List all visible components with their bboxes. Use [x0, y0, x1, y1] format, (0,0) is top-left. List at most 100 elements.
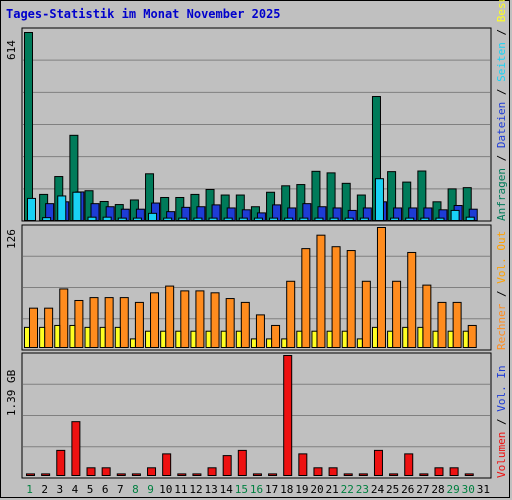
bar-seiten	[193, 217, 203, 222]
bar-volumen	[101, 467, 111, 476]
x-tick-label: 5	[87, 483, 94, 496]
bar-rechner	[255, 314, 265, 348]
bar-volumen	[449, 467, 459, 476]
bar-seiten	[253, 217, 263, 222]
bar-rechner	[150, 292, 160, 348]
x-tick-label: 29	[447, 483, 460, 496]
x-tick-label: 28	[431, 483, 444, 496]
bar-rechner	[89, 297, 99, 349]
legend-entry: Vol. In	[495, 365, 508, 411]
right-legend-top: Anfragen / Dateien / Seiten / Besuche	[495, 0, 508, 221]
x-tick-label: 4	[72, 483, 79, 496]
bar-rechner	[240, 301, 250, 348]
bar-volumen	[222, 455, 232, 476]
bar-besuche	[24, 326, 30, 348]
x-tick-label: 25	[386, 483, 399, 496]
legend-entry: Volumen	[495, 432, 508, 478]
x-tick-label: 16	[250, 483, 263, 496]
bar-besuche	[54, 324, 61, 349]
x-tick-label: 8	[132, 483, 139, 496]
bar-rechner	[180, 290, 190, 348]
x-tick-label: 27	[416, 483, 429, 496]
bar-rechner	[59, 288, 69, 349]
bar-besuche	[190, 330, 197, 349]
x-tick-label: 31	[477, 483, 490, 496]
bar-rechner	[452, 301, 462, 348]
bar-volumen	[268, 473, 278, 476]
bar-seiten	[344, 217, 354, 222]
bar-seiten	[314, 217, 324, 222]
bar-besuche	[447, 330, 454, 349]
x-tick-label: 15	[235, 483, 248, 496]
x-tick-label: 21	[326, 483, 339, 496]
bar-volumen	[404, 453, 414, 477]
bar-volumen	[464, 473, 474, 476]
bar-seiten	[390, 217, 400, 222]
bar-volumen	[192, 473, 202, 476]
bar-volumen	[358, 473, 368, 476]
bar-besuche	[387, 330, 394, 349]
bar-rechner	[29, 307, 38, 348]
x-tick-label: 7	[117, 483, 124, 496]
bar-besuche	[326, 330, 333, 349]
bar-besuche	[250, 338, 257, 348]
x-tick-label: 3	[57, 483, 64, 496]
legend-entry: /	[495, 284, 508, 304]
bar-besuche	[160, 330, 167, 349]
x-tick-label: 6	[102, 483, 109, 496]
legend-entry: Besuche	[495, 0, 508, 22]
bar-seiten	[57, 195, 67, 222]
bar-rechner	[119, 297, 129, 349]
x-tick-label: 1	[26, 483, 33, 496]
bar-rechner	[316, 234, 326, 348]
bar-besuche	[84, 326, 91, 348]
bar-besuche	[114, 326, 121, 348]
bar-besuche	[235, 330, 242, 349]
bar-seiten	[435, 217, 445, 222]
bar-seiten	[465, 216, 475, 221]
legend-entry: Seiten	[495, 42, 508, 82]
bar-volumen	[434, 467, 444, 476]
x-tick-label: 10	[159, 483, 172, 496]
x-tick-label: 23	[356, 483, 369, 496]
bar-volumen	[41, 473, 51, 476]
legend-entry: /	[495, 82, 508, 102]
bar-rechner	[271, 324, 281, 349]
bar-rechner	[134, 301, 144, 348]
right-legend-middle: Rechner / Vol. Out	[495, 231, 508, 350]
x-tick-label: 17	[265, 483, 278, 496]
bar-rechner	[407, 251, 417, 348]
bar-rechner	[376, 227, 386, 348]
bar-volumen	[283, 355, 293, 476]
bar-volumen	[131, 473, 141, 476]
legend-entry: Anfragen	[495, 168, 508, 221]
x-tick-label: 22	[341, 483, 354, 496]
bar-volumen	[147, 467, 157, 476]
y-max-label-top: 614	[5, 40, 18, 60]
bar-volumen	[26, 473, 35, 476]
bar-rechner	[392, 280, 402, 348]
bar-rechner	[346, 250, 356, 348]
bar-besuche	[99, 326, 106, 348]
bar-volumen	[343, 473, 353, 476]
bar-anfragen	[24, 32, 33, 221]
bar-seiten	[359, 217, 369, 222]
bar-besuche	[69, 324, 76, 349]
bar-rechner	[361, 280, 371, 348]
bar-volumen	[328, 467, 338, 476]
bar-volumen	[56, 449, 66, 476]
bar-seiten	[72, 191, 82, 221]
bar-besuche	[175, 330, 182, 349]
bar-besuche	[432, 330, 439, 349]
bar-rechner	[225, 298, 235, 349]
bar-rechner	[437, 301, 447, 348]
bar-besuche	[402, 326, 409, 348]
legend-entry: Vol. Out	[495, 231, 508, 284]
bar-rechner	[422, 284, 432, 348]
bar-volumen	[298, 453, 308, 477]
bar-besuche	[417, 326, 424, 348]
bar-rechner	[301, 248, 311, 348]
legend-entry: /	[495, 412, 508, 432]
x-tick-label: 13	[204, 483, 217, 496]
